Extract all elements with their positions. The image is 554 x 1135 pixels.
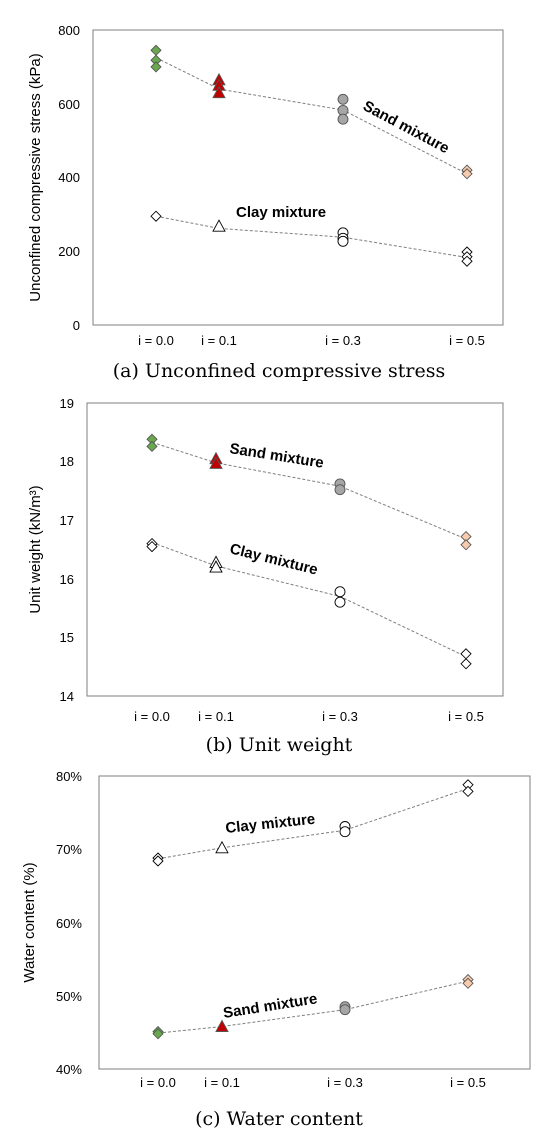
data-point-clay-mixture [461,255,473,267]
series-annotation-clay-mixture: Clay mixture [236,204,326,221]
y-tick-labels: 40% 50% 60% 70% 80% [56,769,82,1077]
data-point-clay-mixture [460,658,472,670]
data-point-clay-mixture [152,855,164,867]
x-tick-label: i = 0.3 [327,1075,363,1090]
panel-water-content: Water content (%) 40% 50% 60% 70% 80% i … [21,769,531,1130]
y-tick-label: 17 [60,513,74,528]
data-point-sand-mixture [337,113,349,125]
data-point-sand-mixture [146,440,158,453]
data-point-clay-mixture [462,785,474,798]
y-tick-labels: 14 15 16 17 18 19 [60,396,74,704]
y-tick-label: 200 [58,244,80,259]
data-point-sand-mixture [209,456,223,469]
x-tick-label: i = 0.1 [201,333,237,348]
data-point-sand-mixture [460,539,472,551]
data-point-sand-mixture [337,93,349,105]
x-tick-label: i = 0.1 [198,709,234,724]
y-tick-label: 18 [60,454,74,469]
x-tick-label: i = 0.5 [448,709,484,724]
y-tick-label: 15 [60,630,74,645]
data-point-sand-mixture [212,85,226,99]
data-point-sand-mixture [461,168,473,180]
x-tick-label: i = 0.0 [134,709,170,724]
data-point-clay-mixture [339,826,351,838]
data-point-sand-mixture [150,44,162,56]
trend-line-clay-mixture [155,215,468,258]
series-annotation-sand-mixture: Sand mixture [228,440,325,472]
series-annotation-sand-mixture: Sand mixture [360,98,452,158]
y-tick-label: 400 [58,170,80,185]
data-point-sand-mixture [334,484,346,496]
data-point-sand-mixture [215,1019,229,1032]
panel-caption: (b) Unit weight [206,734,353,756]
y-tick-label: 600 [58,97,80,112]
data-point-clay-mixture [334,596,346,608]
plot-frame [92,29,504,326]
panel-unit-weight: Unit weight (kN/m³) 14 15 16 17 18 19 i … [27,396,504,756]
y-axis-label: Water content (%) [21,862,38,982]
y-tick-label: 80% [56,769,82,784]
x-tick-label: i = 0.3 [322,709,358,724]
trend-line-clay-mixture [151,542,467,658]
series-annotation-clay-mixture: Clay mixture [225,811,316,837]
x-tick-label: i = 0.3 [325,333,361,348]
data-point-sand-mixture [339,1004,351,1016]
series-annotation-sand-mixture: Sand mixture [222,990,319,1022]
data-point-clay-mixture [337,235,349,247]
y-tick-label: 800 [58,23,80,38]
y-tick-label: 19 [60,396,74,411]
y-axis-label: Unconfined compressive stress (kPa) [27,53,44,301]
data-point-clay-mixture [215,840,229,854]
data-point-clay-mixture [146,540,158,553]
trend-line-sand-mixture [157,980,469,1034]
trend-line-sand-mixture [151,441,467,540]
x-tick-labels: i = 0.0 i = 0.1 i = 0.3 i = 0.5 [134,709,484,724]
y-axis-label: Unit weight (kN/m³) [27,485,44,613]
plot-frame [98,775,531,1070]
panel-unconfined-compressive-stress: Unconfined compressive stress (kPa) 0 20… [27,23,504,382]
data-point-clay-mixture [334,586,346,598]
trend-line-clay-mixture [157,788,469,860]
y-tick-label: 0 [73,318,80,333]
series-annotation-clay-mixture: Clay mixture [228,540,319,578]
data-point-clay-mixture [150,210,162,222]
trend-lines [155,57,468,258]
trend-lines [157,788,469,1034]
x-tick-label: i = 0.0 [138,333,174,348]
trend-lines [151,441,467,658]
data-point-clay-mixture [212,219,226,232]
panel-caption: (a) Unconfined compressive stress [113,360,446,382]
data-points [146,433,472,670]
y-tick-label: 16 [60,572,74,587]
x-tick-label: i = 0.1 [204,1075,240,1090]
y-tick-label: 50% [56,989,82,1004]
x-tick-label: i = 0.5 [449,333,485,348]
y-tick-label: 70% [56,842,82,857]
x-tick-label: i = 0.5 [450,1075,486,1090]
y-tick-label: 14 [60,689,74,704]
y-tick-label: 60% [56,916,82,931]
data-points [150,44,473,267]
x-tick-label: i = 0.0 [140,1075,176,1090]
x-tick-labels: i = 0.0 i = 0.1 i = 0.3 i = 0.5 [140,1075,486,1090]
data-point-sand-mixture [150,61,162,73]
plot-frame [86,402,504,697]
x-tick-labels: i = 0.0 i = 0.1 i = 0.3 i = 0.5 [138,333,485,348]
data-point-clay-mixture [209,560,223,573]
data-point-sand-mixture [152,1028,164,1040]
y-tick-label: 40% [56,1062,82,1077]
data-point-clay-mixture [460,648,472,660]
panel-caption: (c) Water content [195,1108,363,1130]
data-point-sand-mixture [462,977,474,989]
y-tick-labels: 0 200 400 600 800 [58,23,80,333]
data-points [152,779,474,1040]
trend-line-sand-mixture [155,57,468,175]
